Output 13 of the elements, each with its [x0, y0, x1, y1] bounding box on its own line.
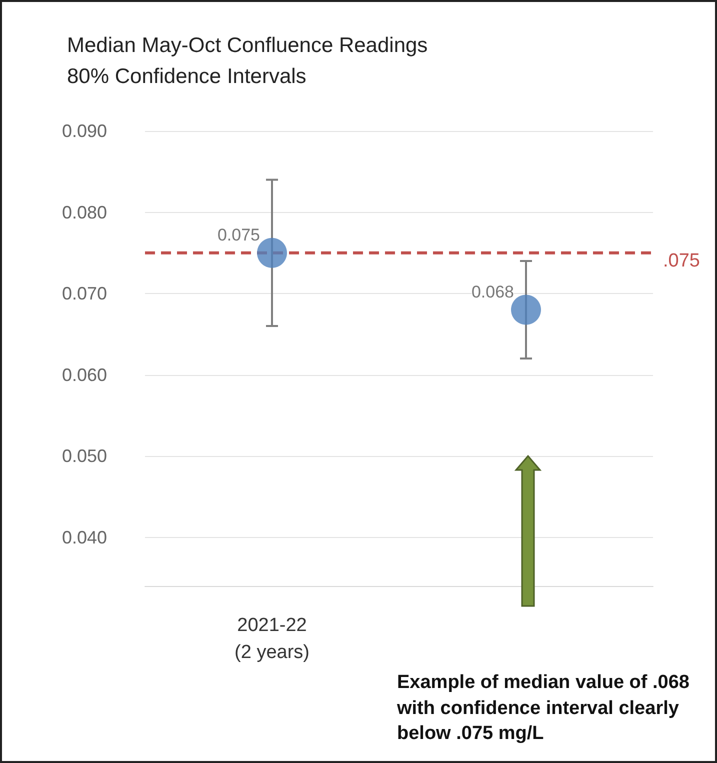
data-label: 0.068	[471, 282, 514, 302]
chart-title: Median May-Oct Confluence Readings	[67, 34, 428, 57]
y-tick-label: 0.070	[62, 284, 107, 304]
y-tick-label: 0.080	[62, 202, 107, 222]
ref-line-label: .075	[663, 250, 700, 272]
y-tick-label: 0.040	[62, 527, 107, 548]
y-tick-label: 0.060	[62, 364, 107, 385]
y-tick-label: 0.050	[62, 446, 107, 466]
text: Example of median value of .068 with confidence interval clearly below .075 mg/L	[397, 671, 690, 746]
x-tick-label: 2021-22 (2 years)	[234, 615, 310, 663]
y-tick-label: 0.090	[62, 121, 107, 141]
data-label: 0.075	[217, 225, 260, 244]
chart-subtitle: 80% Confidence Intervals	[67, 65, 306, 88]
